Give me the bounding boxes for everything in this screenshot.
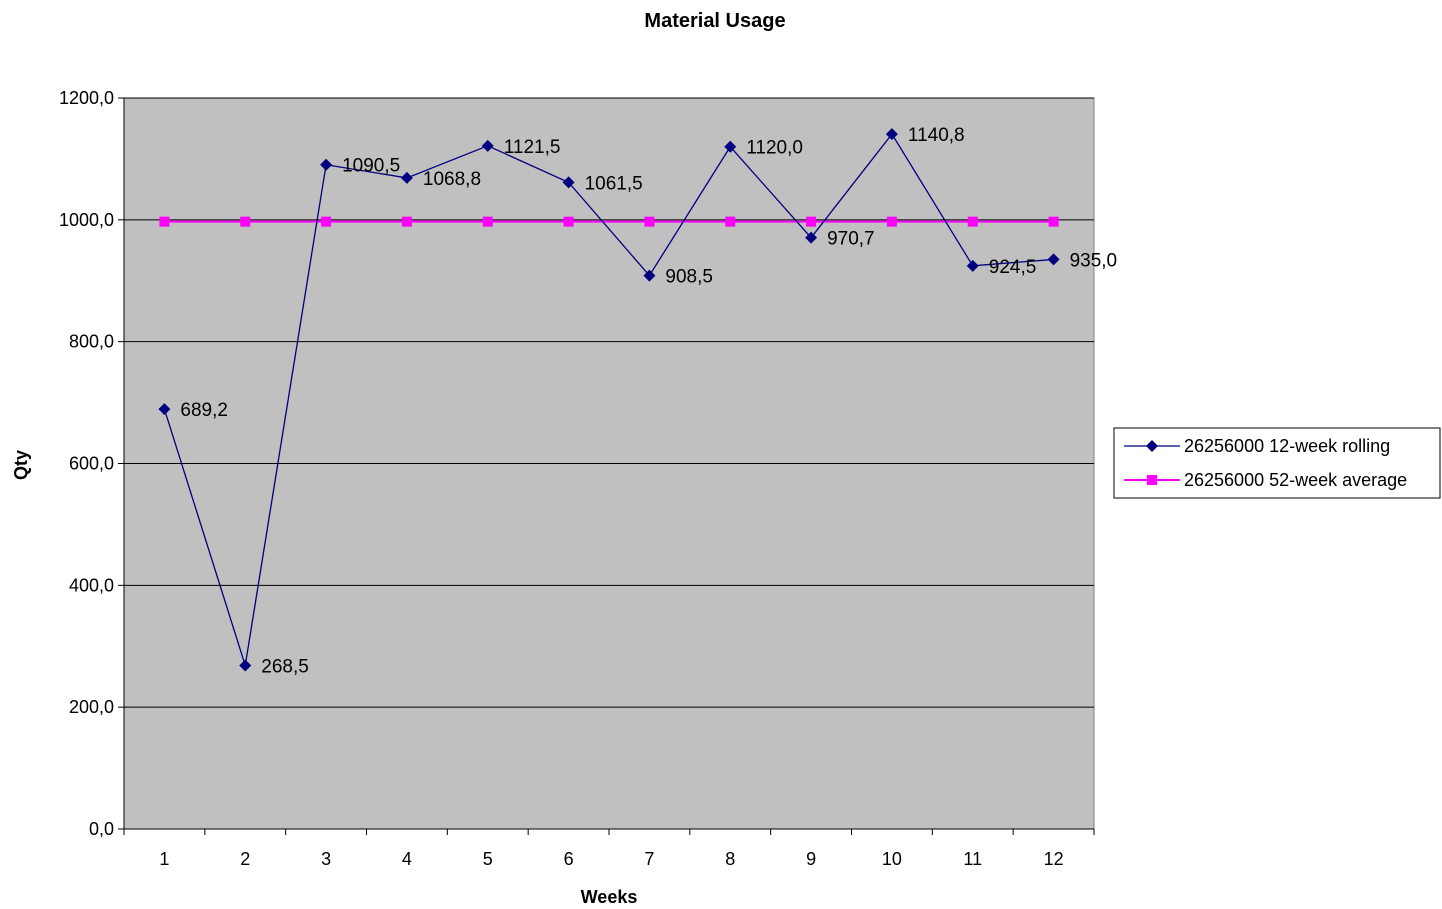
y-tick-label: 400,0 [69,575,114,595]
average-point [159,216,170,227]
data-label: 970,7 [827,229,875,250]
x-tick-label: 3 [321,849,331,869]
legend: 26256000 12-week rolling 26256000 52-week… [1113,427,1441,499]
average-point [806,216,817,227]
legend-box [1113,427,1441,499]
x-axis-title: Weeks [581,887,638,907]
rolling-point [1047,253,1060,266]
average-point [240,216,251,227]
data-label: 1121,5 [504,137,561,158]
x-tick-label: 10 [882,849,902,869]
rolling-point [966,259,979,272]
y-tick-label: 0,0 [89,819,114,839]
x-tick-label: 5 [483,849,493,869]
x-tick-label: 2 [240,849,250,869]
average-point [321,216,332,227]
rolling-point [158,403,171,416]
average-point [644,216,655,227]
data-label: 689,2 [180,400,228,421]
x-tick-label: 11 [963,849,982,869]
average-point [401,216,412,227]
chart-title: Material Usage [644,10,785,32]
rolling-point [481,139,494,152]
legend-marker-diamond [1146,440,1158,452]
legend-marker-square [1147,475,1157,485]
data-label: 1140,8 [908,125,965,146]
average-point [886,216,897,227]
data-label: 1120,0 [746,138,803,159]
rolling-point [320,158,333,171]
legend-label-1: 26256000 12-week rolling [1184,436,1390,456]
x-tick-label: 9 [806,849,816,869]
y-tick-label: 800,0 [69,332,114,352]
x-tick-label: 7 [644,849,654,869]
average-point [725,216,736,227]
y-tick-label: 600,0 [69,454,114,474]
series-line-1 [163,132,1054,666]
average-point [482,216,493,227]
data-label: 908,5 [665,267,713,288]
rolling-point [885,128,898,141]
rolling-point [239,659,252,672]
x-tick-label: 6 [564,849,574,869]
x-tick-label: 1 [159,849,169,869]
y-axis-title: Qty [11,450,31,480]
average-point [1048,216,1059,227]
x-tick-label: 8 [725,849,735,869]
data-label: 1061,5 [585,173,643,194]
data-label: 1068,8 [423,169,481,190]
y-tick-label: 200,0 [69,697,114,717]
y-tick-label: 1200,0 [59,88,114,108]
data-label: 924,5 [989,257,1037,278]
rolling-point [400,171,413,184]
x-tick-label: 12 [1044,849,1064,869]
rolling-point [805,231,818,244]
rolling-point [724,140,737,153]
average-point [967,216,978,227]
legend-label-2: 26256000 52-week average [1184,470,1407,490]
y-tick-label: 1000,0 [59,210,114,230]
average-point [563,216,574,227]
data-label: 268,5 [261,656,309,677]
data-label: 1090,5 [342,156,400,177]
rolling-point [643,269,656,282]
x-tick-label: 4 [402,849,412,869]
data-label: 935,0 [1070,250,1118,271]
rolling-point [562,176,575,189]
